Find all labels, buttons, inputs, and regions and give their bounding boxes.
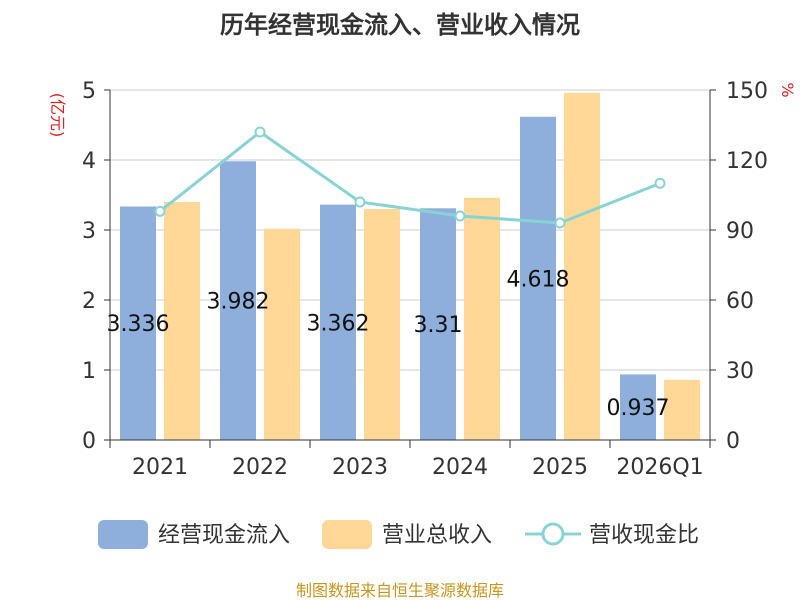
legend-label: 经营现金流入 [158, 523, 290, 548]
bar [364, 209, 400, 440]
bar [520, 116, 556, 441]
bar-data-label: 3.982 [207, 290, 270, 315]
bar [220, 161, 256, 440]
data-source: 制图数据来自恒生聚源数据库 [296, 581, 504, 600]
right-axis-tick-label: 60 [726, 289, 754, 314]
x-axis-tick-label: 2025 [532, 455, 588, 480]
bars [120, 92, 700, 441]
right-axis-tick-label: 30 [726, 359, 754, 384]
legend-label: 营收现金比 [589, 523, 699, 548]
ratio-line-point [154, 205, 166, 217]
legend-label: 营业总收入 [382, 523, 492, 548]
ratio-line-point [454, 210, 466, 222]
left-axis-tick-label: 1 [82, 359, 96, 384]
right-axis-tick-label: 0 [726, 429, 740, 454]
bar [664, 379, 700, 440]
ratio-line [154, 126, 666, 229]
ratio-line-point [254, 126, 266, 138]
bar-data-label: 0.937 [607, 396, 670, 421]
ratio-line-path [159, 130, 661, 225]
bar [320, 204, 356, 440]
bar [564, 92, 600, 441]
left-axis-tick-label: 4 [82, 149, 96, 174]
left-axis-tick-label: 3 [82, 219, 96, 244]
left-axis-tick-label: 0 [82, 429, 96, 454]
x-axis-tick-label: 2026Q1 [616, 455, 703, 480]
right-axis-tick-label: 150 [726, 79, 768, 104]
axes: 0 1 2 3 4 5 0 30 60 90 120 150 2021 2022 2023 2024 2025 2… [82, 79, 768, 480]
bar [464, 197, 500, 440]
bar [264, 228, 300, 440]
ratio-line-point [354, 196, 366, 208]
bar-data-label: 3.31 [414, 313, 463, 338]
right-axis-tick-label: 90 [726, 219, 754, 244]
left-axis-tick-label: 5 [82, 79, 96, 104]
bar [164, 202, 200, 440]
bar [420, 208, 456, 440]
chart-title: 历年经营现金流入、营业收入情况 [220, 11, 580, 39]
right-axis-unit: % [778, 82, 797, 97]
x-axis-tick-label: 2022 [232, 455, 288, 480]
legend: 经营现金流入 营业总收入 营收现金比 [98, 520, 699, 549]
ratio-line-point [554, 217, 566, 229]
bar [620, 374, 656, 440]
x-axis-tick-label: 2021 [132, 455, 188, 480]
left-axis-tick-label: 2 [82, 289, 96, 314]
bar-data-label: 3.362 [307, 311, 370, 336]
bar-data-label: 4.618 [507, 267, 570, 292]
data-labels: 3.336 3.982 3.362 3.31 4.618 0.937 [107, 267, 670, 421]
legend-line-marker [541, 522, 565, 546]
legend-swatch [322, 520, 372, 549]
bar [120, 206, 156, 440]
x-axis-tick-label: 2023 [332, 455, 388, 480]
bar-data-label: 3.336 [107, 312, 170, 337]
legend-swatch [98, 520, 148, 549]
x-axis-tick-label: 2024 [432, 455, 488, 480]
ratio-line-point [654, 177, 666, 189]
right-axis-tick-label: 120 [726, 149, 768, 174]
left-axis-unit: (亿元) [48, 93, 67, 138]
